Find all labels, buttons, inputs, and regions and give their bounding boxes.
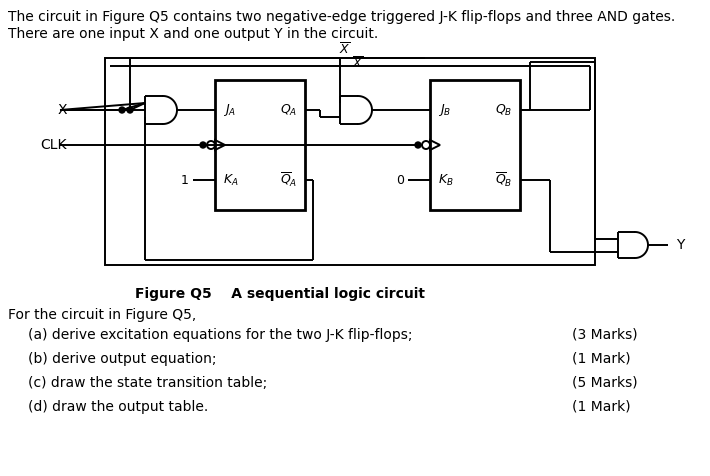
Text: $\overline{Q}_B$: $\overline{Q}_B$ [495,171,512,189]
Text: $Q_A$: $Q_A$ [280,102,297,118]
Text: 0: 0 [396,173,404,187]
Circle shape [119,107,125,113]
Text: (3 Marks): (3 Marks) [572,328,638,342]
Bar [215,80,305,210]
Text: X: X [58,103,67,117]
Text: $J_B$: $J_B$ [438,102,451,118]
Text: $K_B$: $K_B$ [438,172,454,188]
Text: $Q_B$: $Q_B$ [495,102,512,118]
Text: 1: 1 [181,173,189,187]
Text: (1 Mark): (1 Mark) [572,400,630,414]
Circle shape [415,142,421,148]
Text: $\overline{X}$: $\overline{X}$ [339,42,351,58]
Text: (a) derive excitation equations for the two J-K flip-flops;: (a) derive excitation equations for the … [28,328,413,342]
Text: There are one input X and one output Y in the circuit.: There are one input X and one output Y i… [8,27,378,41]
Text: Y: Y [676,238,684,252]
Text: CLK: CLK [40,138,67,152]
Text: $\overline{X}$: $\overline{X}$ [352,56,364,72]
Text: $K_A$: $K_A$ [223,172,239,188]
Text: The circuit in Figure Q5 contains two negative-edge triggered J-K flip-flops and: The circuit in Figure Q5 contains two ne… [8,10,675,24]
Text: (b) derive output equation;: (b) derive output equation; [28,352,217,366]
Text: Figure Q5    A sequential logic circuit: Figure Q5 A sequential logic circuit [135,287,425,301]
Text: $J_A$: $J_A$ [223,102,236,118]
Bar [105,58,595,265]
Text: $\overline{Q}_A$: $\overline{Q}_A$ [280,171,297,189]
Text: (d) draw the output table.: (d) draw the output table. [28,400,208,414]
Circle shape [200,142,206,148]
Bar [430,80,520,210]
Text: For the circuit in Figure Q5,: For the circuit in Figure Q5, [8,308,196,322]
Text: (5 Marks): (5 Marks) [572,376,638,390]
Text: (1 Mark): (1 Mark) [572,352,630,366]
Circle shape [127,107,133,113]
Text: (c) draw the state transition table;: (c) draw the state transition table; [28,376,267,390]
